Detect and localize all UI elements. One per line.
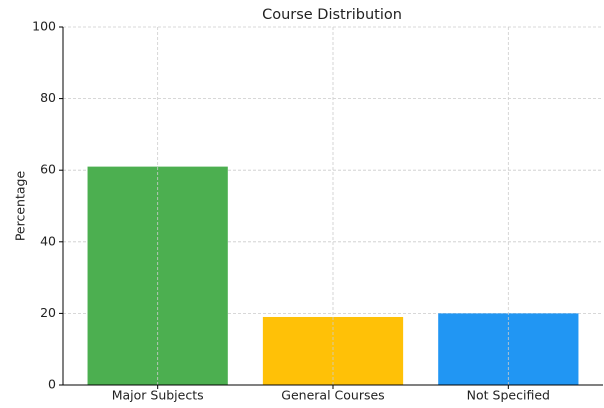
x-tick-label: Not Specified xyxy=(467,388,550,403)
x-tick-label: Major Subjects xyxy=(112,388,204,403)
y-tick-label: 80 xyxy=(40,90,56,105)
chart-title: Course Distribution xyxy=(262,7,402,23)
y-tick-label: 60 xyxy=(40,162,56,177)
x-tick-label: General Courses xyxy=(281,388,384,403)
y-tick-label: 40 xyxy=(40,233,56,248)
y-axis-label: Percentage xyxy=(13,171,28,242)
y-tick-label: 20 xyxy=(40,305,56,320)
y-tick-label: 100 xyxy=(32,19,56,34)
y-tick-label: 0 xyxy=(48,377,56,392)
